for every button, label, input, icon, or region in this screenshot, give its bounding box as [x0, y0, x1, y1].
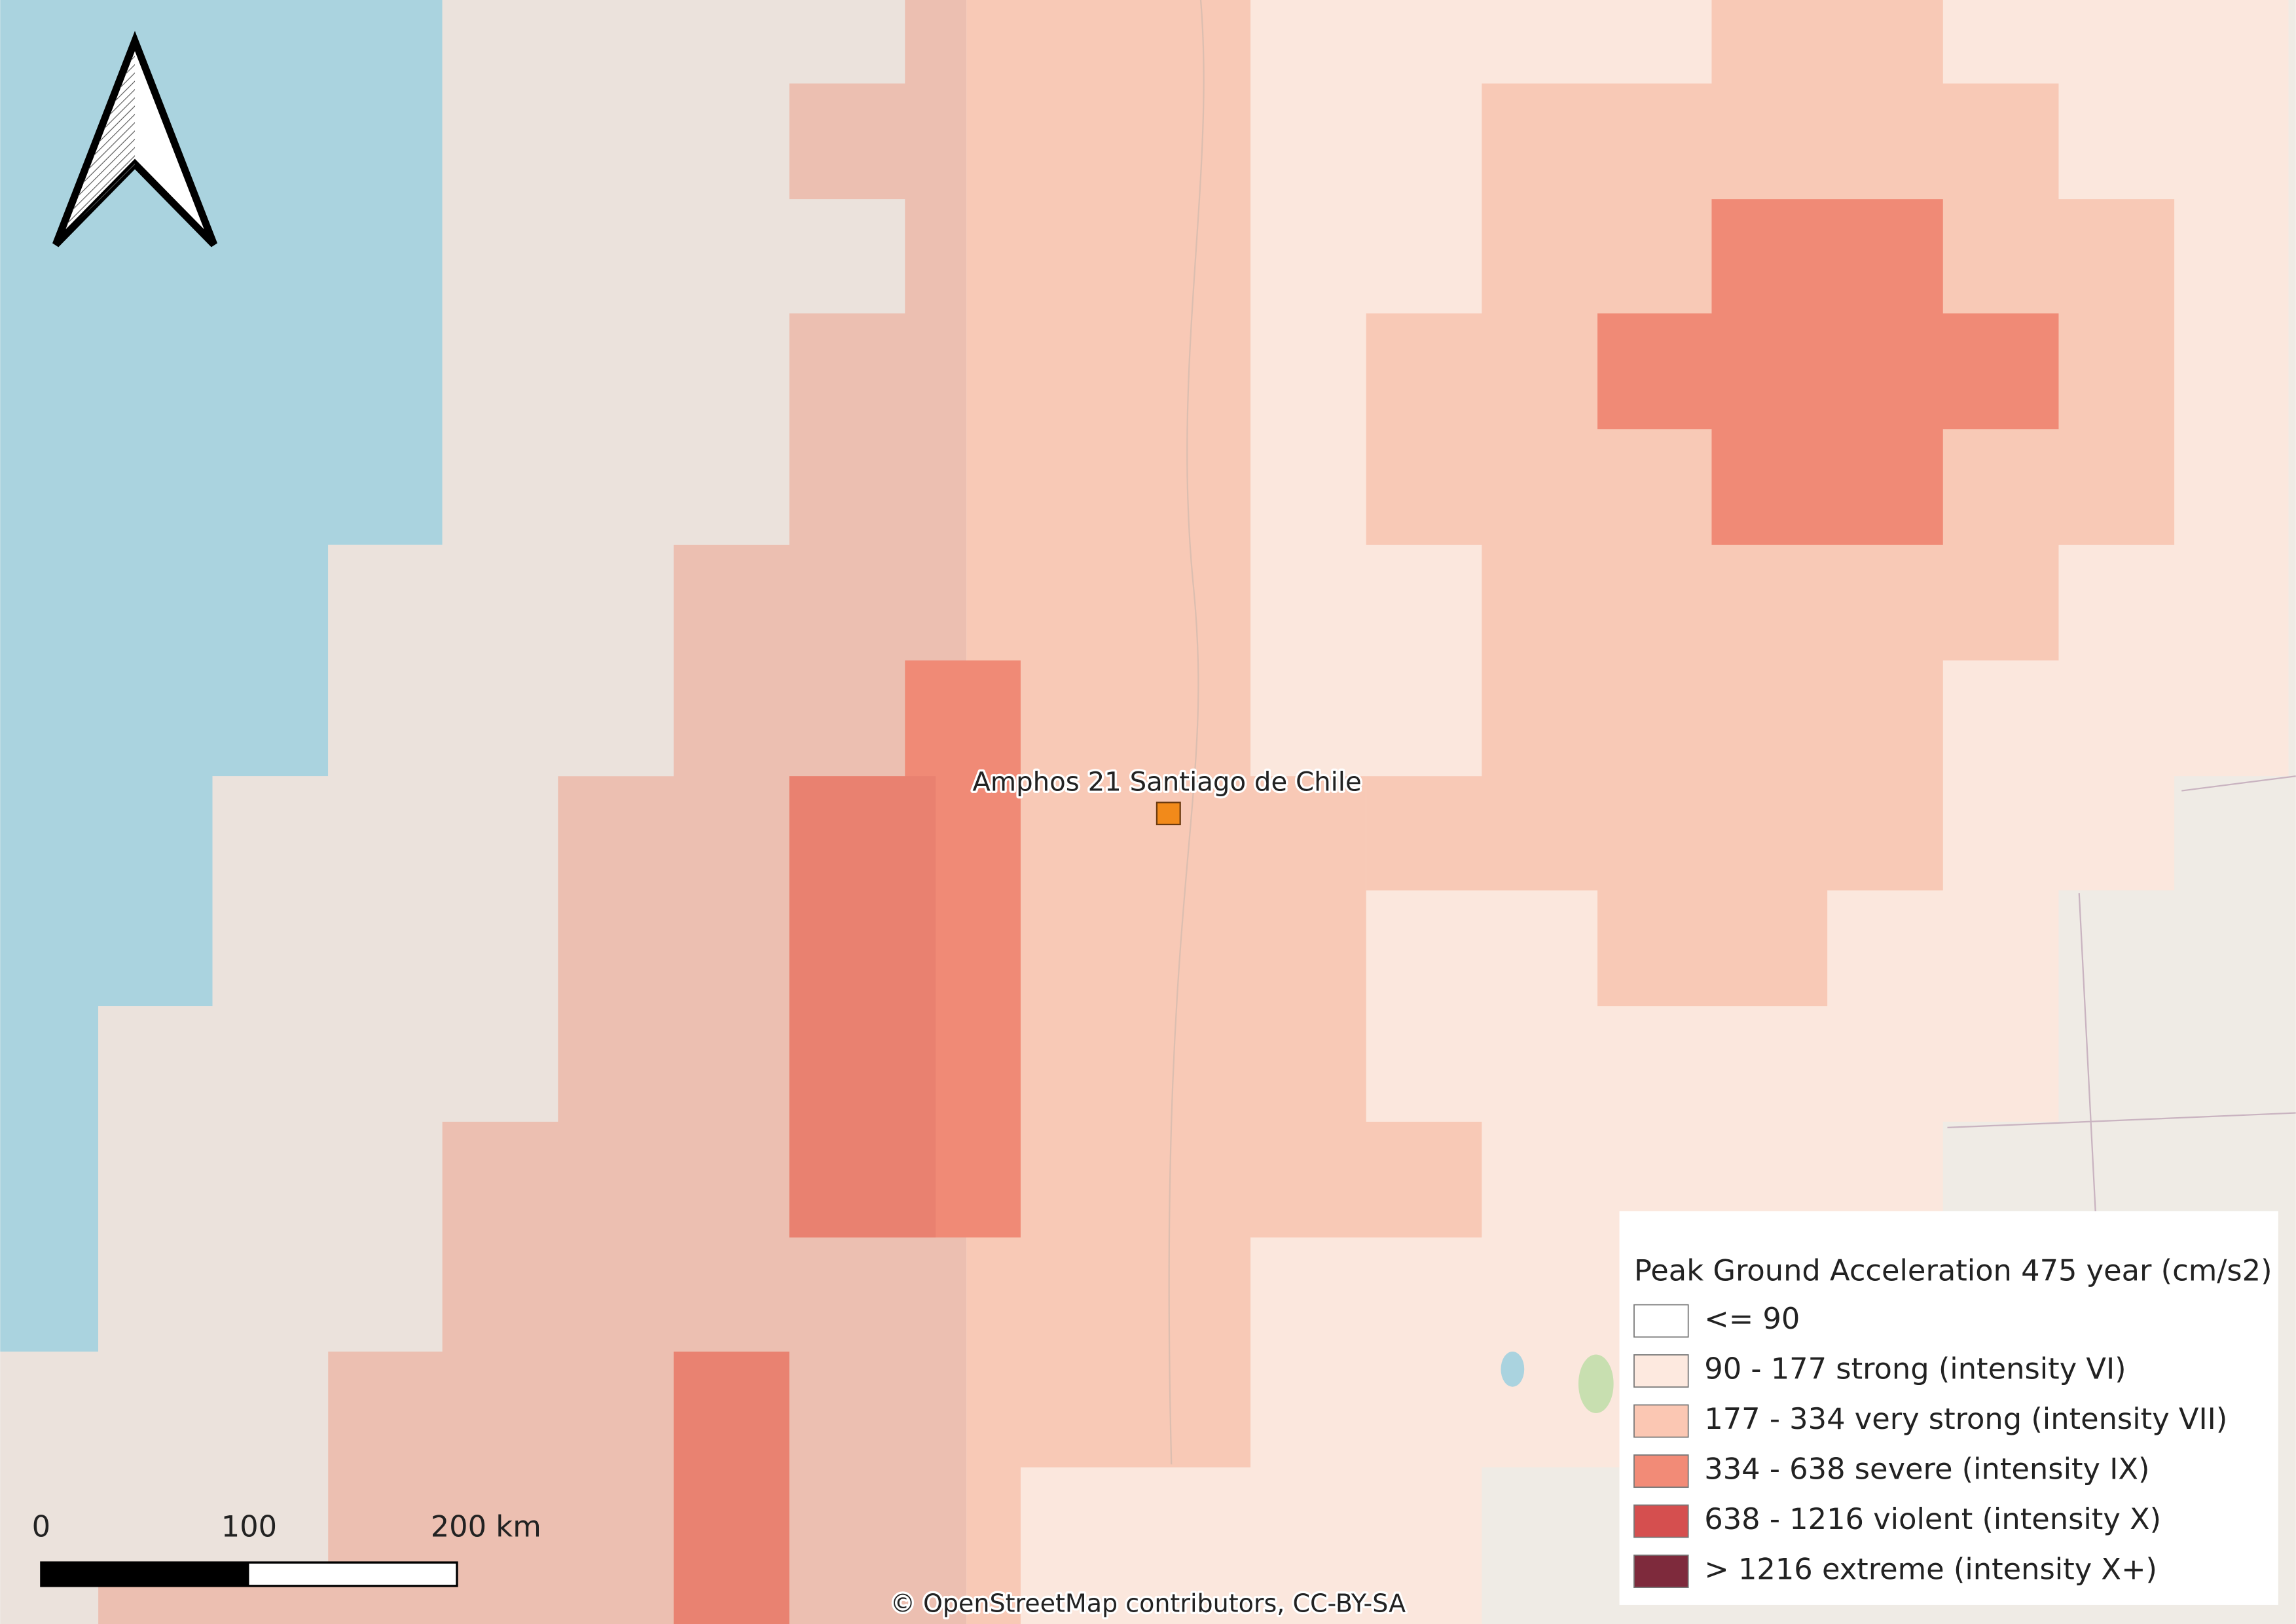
severe-zone [1597, 199, 2059, 545]
scale-label: 200 km [431, 1509, 541, 1544]
site-label: Amphos 21 Santiago de Chile [972, 767, 1361, 797]
site-marker[interactable] [1156, 802, 1181, 826]
park [1578, 1354, 1614, 1413]
very-strong-zone [966, 0, 1482, 1624]
low-zone [0, 0, 905, 1624]
legend-box [1619, 1211, 2278, 1605]
scale-label: 0 [32, 1509, 50, 1544]
legend-label: 638 - 1216 violent (intensity X) [1704, 1502, 2161, 1536]
legend-label: <= 90 [1704, 1301, 1800, 1336]
legend-swatch [1633, 1304, 1689, 1338]
scale-bar [40, 1561, 458, 1587]
north-arrow [52, 31, 217, 248]
legend-label: 334 - 638 severe (intensity IX) [1704, 1452, 2149, 1486]
legend-swatch [1633, 1555, 1689, 1588]
attribution: © OpenStreetMap contributors, CC-BY-SA [890, 1589, 1406, 1617]
legend-label: > 1216 extreme (intensity X+) [1704, 1551, 2157, 1586]
legend-swatch [1633, 1454, 1689, 1488]
legend-swatch [1633, 1404, 1689, 1438]
scale-label: 100 [221, 1509, 277, 1544]
legend-swatch [1633, 1504, 1689, 1538]
very-strong-coast [98, 0, 967, 1624]
legend-swatch [1633, 1354, 1689, 1388]
ocean [0, 0, 443, 1352]
severe-coast [789, 776, 936, 1238]
lake [1501, 1352, 1525, 1387]
river [1168, 0, 1205, 1465]
legend-label: 90 - 177 strong (intensity VI) [1704, 1352, 2126, 1386]
legend-title: Peak Ground Acceleration 475 year (cm/s2… [1634, 1253, 2272, 1287]
legend: Peak Ground Acceleration 475 year (cm/s2… [1619, 1211, 2278, 1605]
severe-zone [673, 1352, 790, 1624]
legend-label: 177 - 334 very strong (intensity VII) [1704, 1401, 2227, 1436]
